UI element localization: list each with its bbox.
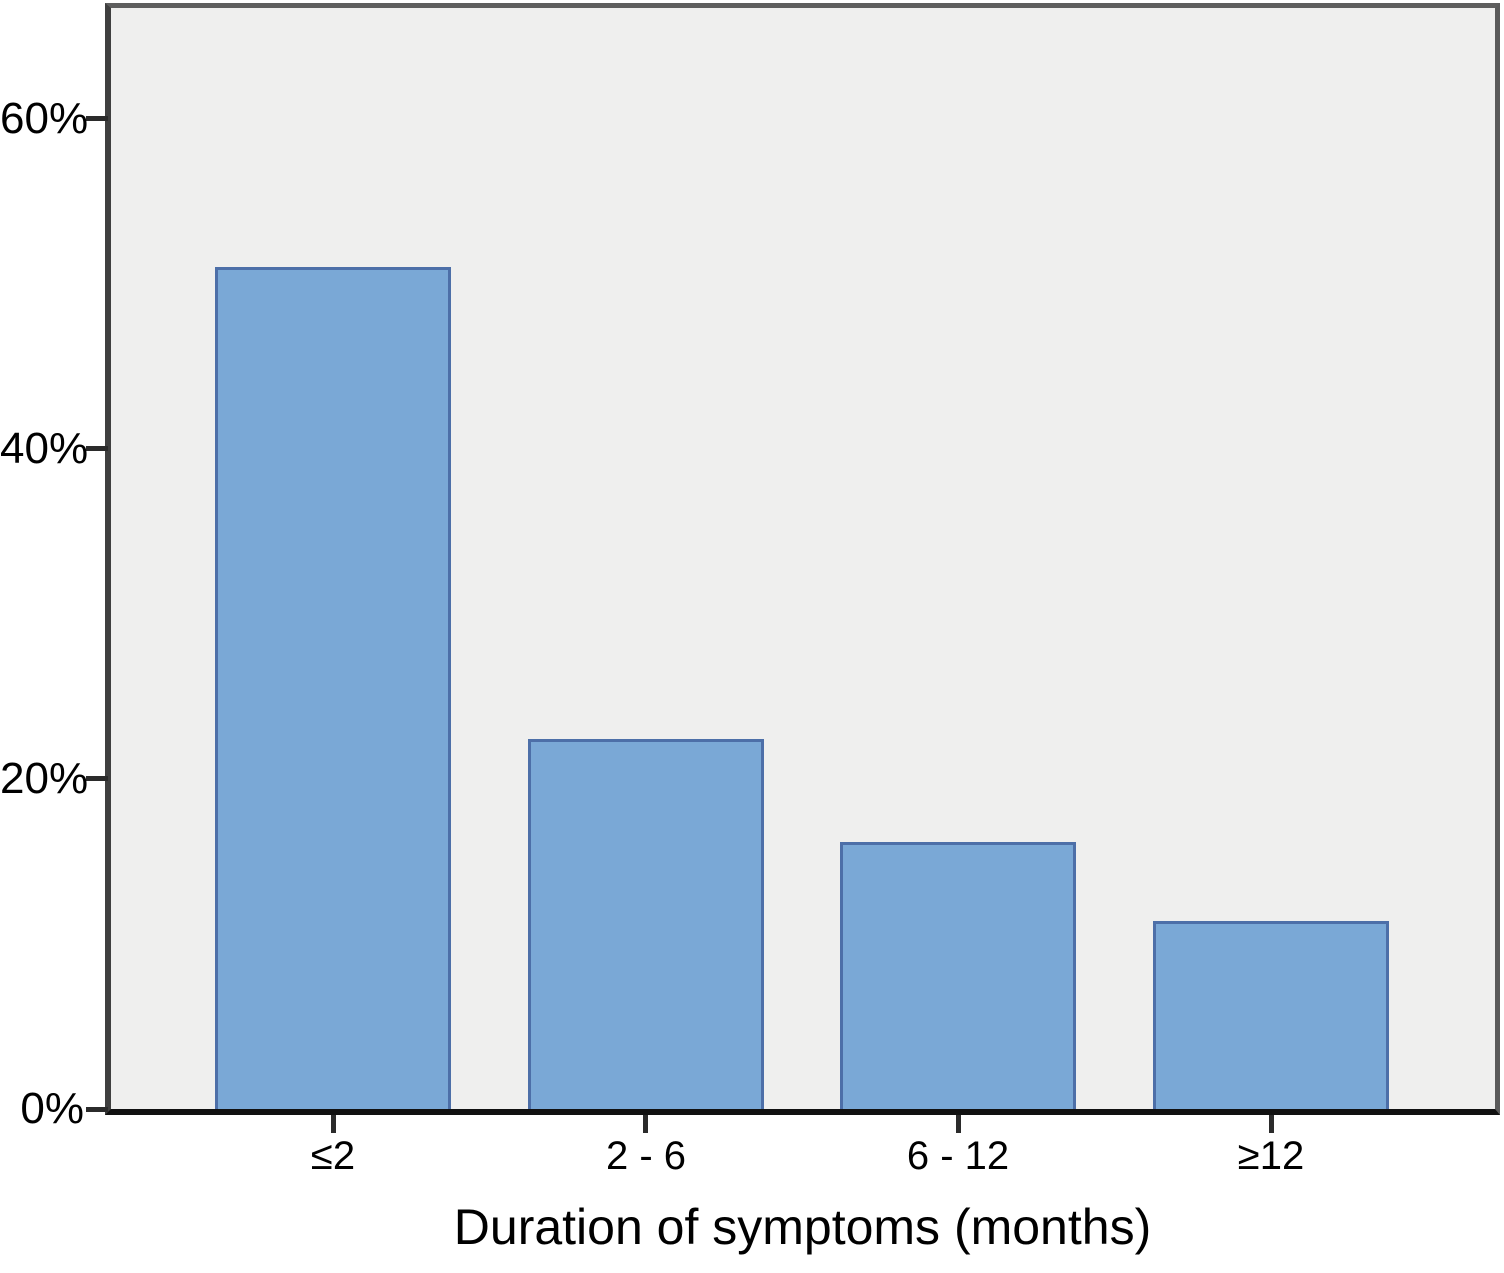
x-axis-tick (331, 1115, 336, 1133)
y-axis-tick-label: 0% (20, 1084, 84, 1133)
bar-3 (840, 842, 1076, 1109)
bar-1 (215, 267, 451, 1109)
y-axis-tick-label: 60% (0, 94, 89, 143)
x-axis-tick-label: ≤2 (310, 1134, 356, 1178)
y-axis-tick (86, 446, 108, 451)
bar-2 (528, 739, 764, 1109)
x-axis-tick (956, 1115, 961, 1133)
x-axis-title: Duration of symptoms (months) (453, 1199, 1152, 1255)
bar-4 (1153, 921, 1389, 1109)
y-axis-tick-label: 40% (0, 424, 89, 473)
x-axis-tick (1269, 1115, 1274, 1133)
plot-area (105, 3, 1500, 1115)
y-axis-tick-label: 20% (0, 754, 89, 803)
y-axis-tick (86, 1107, 108, 1112)
y-axis-tick (86, 116, 108, 121)
x-axis-tick-label: 2 - 6 (605, 1134, 687, 1178)
x-axis-tick-label: 6 - 12 (906, 1134, 1010, 1178)
x-axis-tick (643, 1115, 648, 1133)
y-axis-tick (86, 776, 108, 781)
x-axis-tick-label: ≥12 (1237, 1134, 1305, 1178)
